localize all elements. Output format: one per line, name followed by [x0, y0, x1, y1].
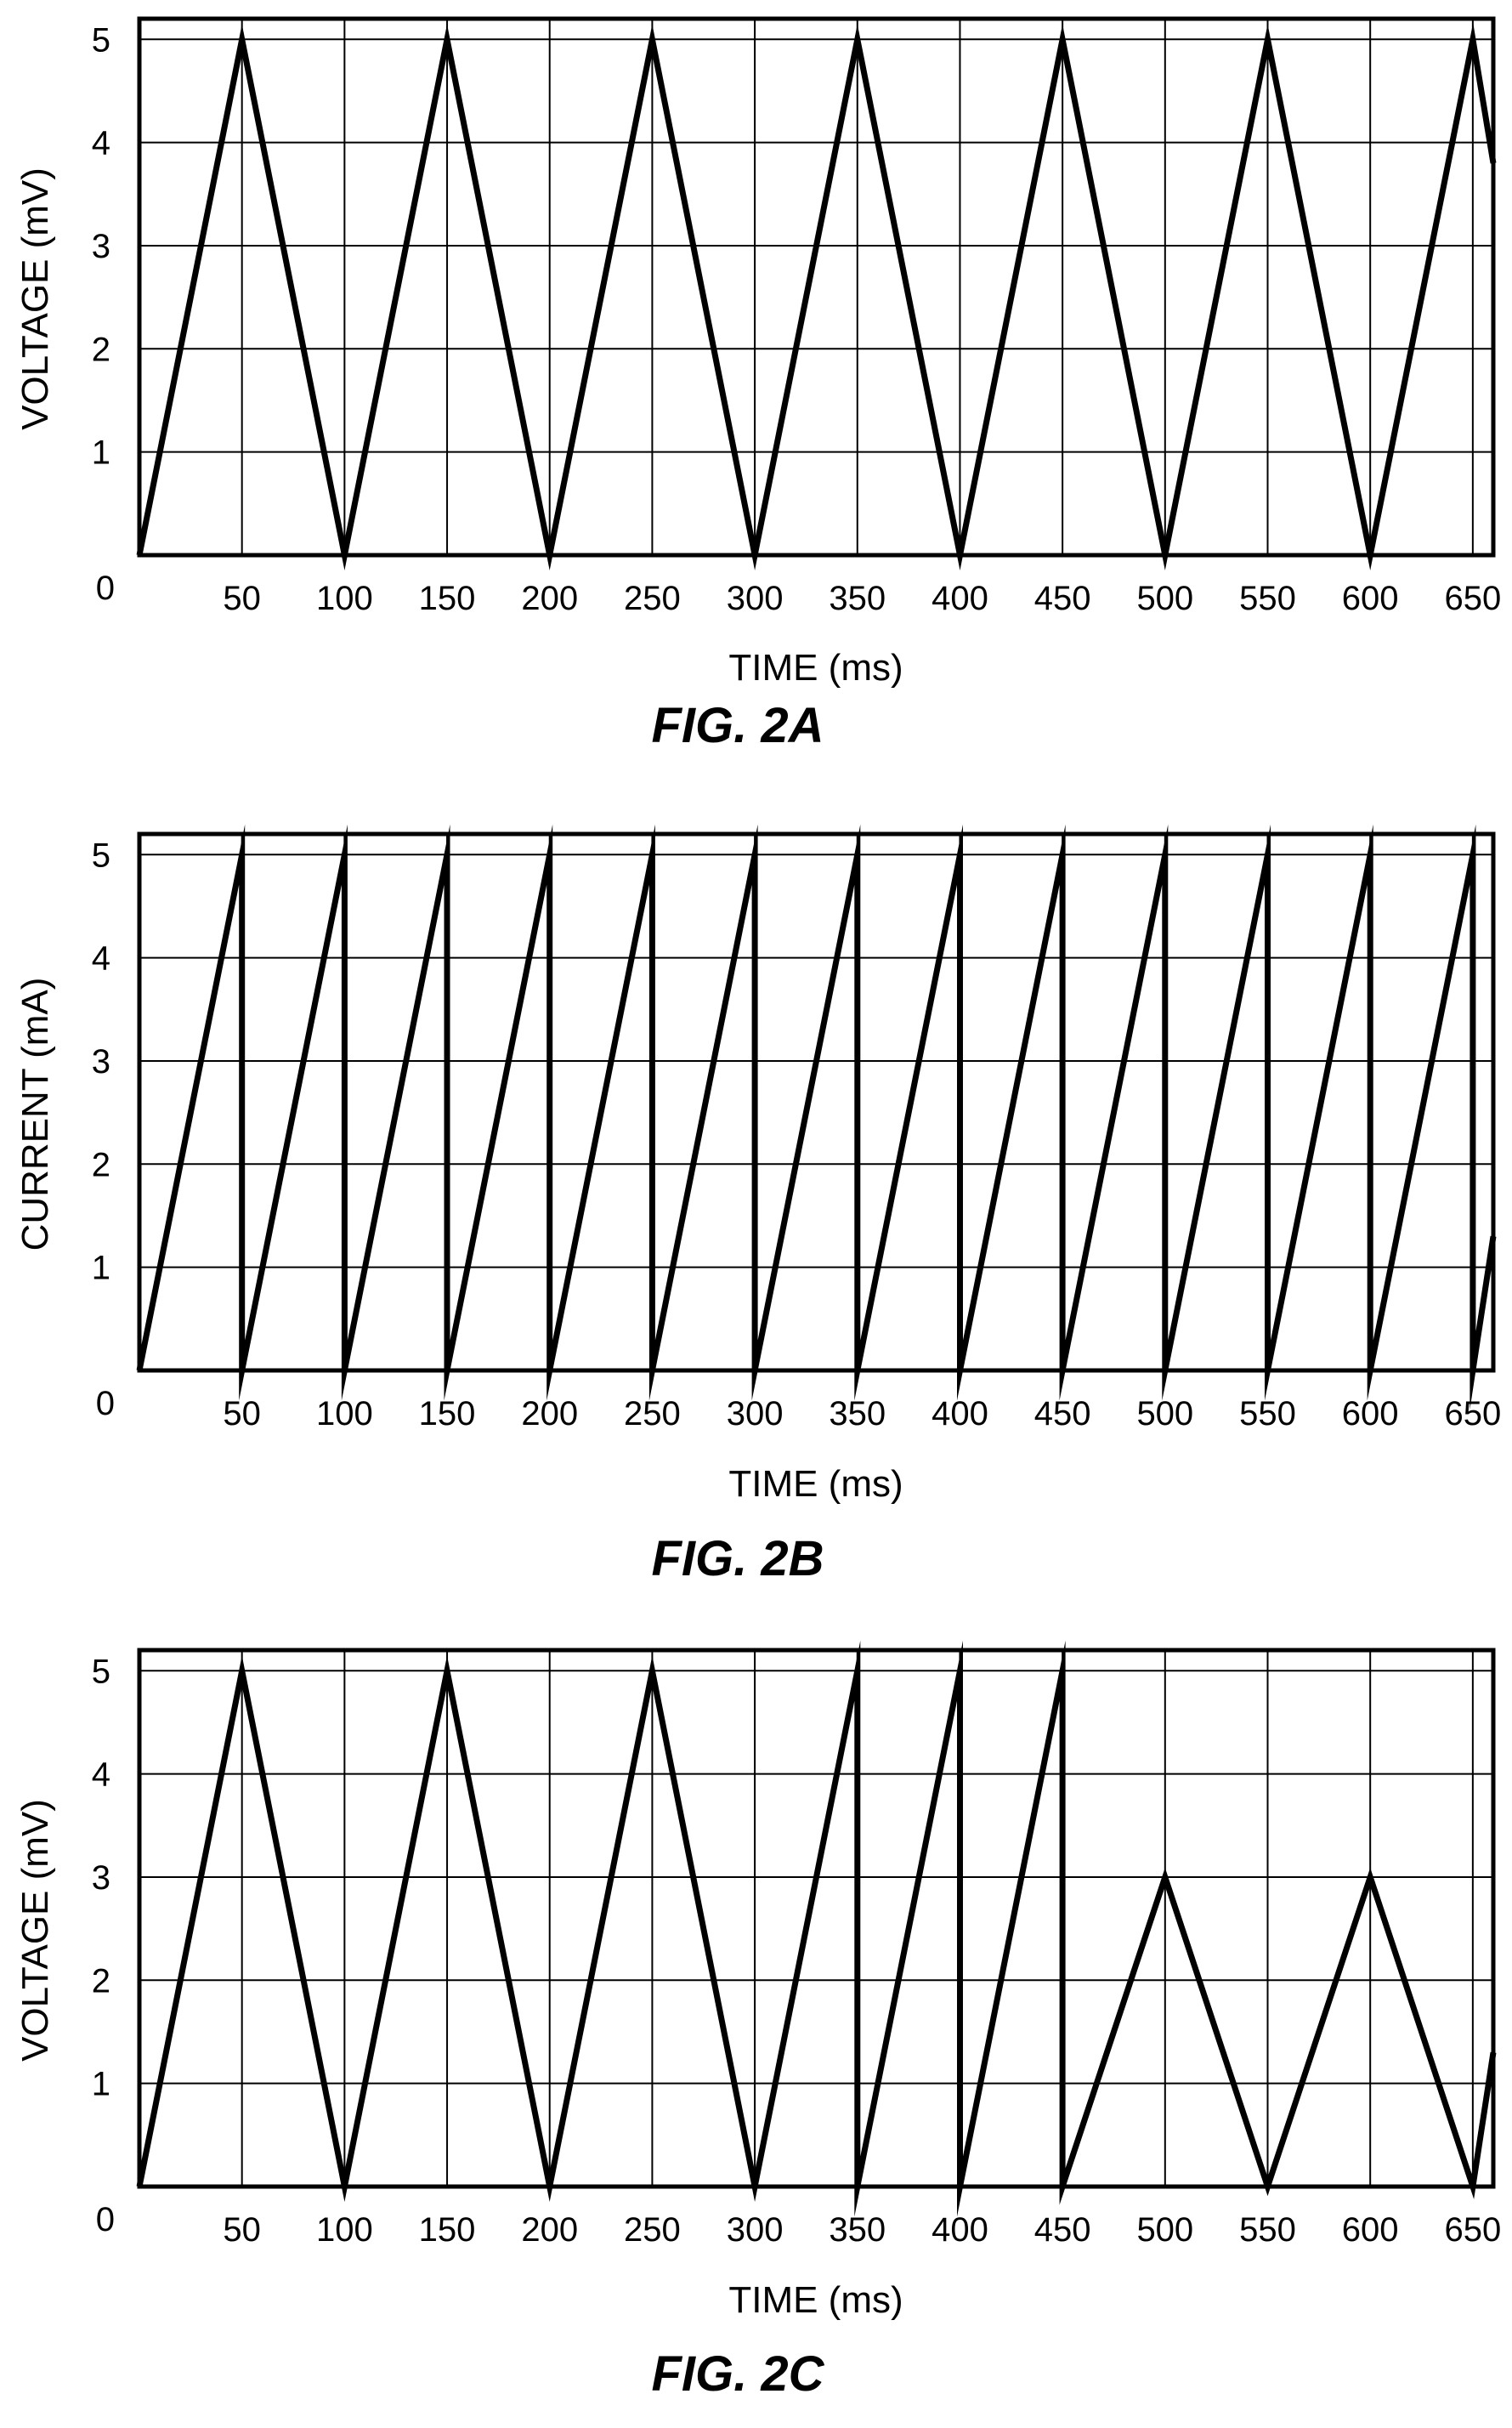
- origin-label: 0: [96, 1385, 115, 1422]
- x-tick-label: 250: [624, 1395, 681, 1432]
- y-tick-label: 3: [92, 228, 110, 265]
- series-line: [136, 1640, 1497, 2217]
- x-tick-label: 550: [1239, 580, 1296, 617]
- x-tick-label: 550: [1239, 1395, 1296, 1432]
- x-tick-label: 100: [316, 2211, 373, 2249]
- x-tick-label: 500: [1136, 2211, 1193, 2249]
- x-tick-label: 100: [316, 580, 373, 617]
- y-tick-label: 2: [92, 1146, 110, 1183]
- x-tick-label: 50: [223, 580, 261, 617]
- y-tick-label: 4: [92, 125, 110, 162]
- y-tick-label: 5: [92, 1653, 110, 1690]
- x-tick-label: 650: [1444, 1395, 1501, 1432]
- x-tick-label: 50: [223, 1395, 261, 1432]
- figure-caption: FIG. 2A: [651, 698, 824, 753]
- y-tick-label: 1: [92, 434, 110, 472]
- x-axis-title: TIME (ms): [728, 647, 903, 689]
- plot-frame: [137, 16, 1496, 558]
- y-axis-title: CURRENT (mA): [14, 978, 56, 1251]
- x-tick-label: 400: [932, 1395, 988, 1432]
- origin-label: 0: [96, 570, 115, 607]
- x-tick-label: 150: [419, 1395, 476, 1432]
- x-tick-label: 450: [1034, 2211, 1091, 2249]
- x-tick-label: 350: [829, 580, 886, 617]
- y-tick-label: 2: [92, 1962, 110, 2000]
- x-tick-label: 150: [419, 2211, 476, 2249]
- y-tick-label: 4: [92, 940, 110, 978]
- series-line: [136, 824, 1497, 1410]
- x-tick-label: 350: [829, 2211, 886, 2249]
- y-tick-label: 3: [92, 1859, 110, 1897]
- x-tick-label: 650: [1444, 2211, 1501, 2249]
- series-line: [136, 22, 1497, 570]
- y-tick-label: 3: [92, 1043, 110, 1081]
- y-tick-label: 1: [92, 2066, 110, 2103]
- y-tick-label: 1: [92, 1250, 110, 1287]
- y-axis-title: VOLTAGE (mV): [14, 1799, 56, 2062]
- chart-panel-b: 50 100 150 200 250 300 350 400 450 500 550 600 65012…: [14, 824, 1501, 1586]
- x-tick-label: 150: [419, 580, 476, 617]
- x-tick-label: 300: [727, 580, 784, 617]
- origin-label: 0: [96, 2201, 115, 2238]
- x-tick-label: 100: [316, 1395, 373, 1432]
- x-tick-label: 250: [624, 2211, 681, 2249]
- x-tick-label: 200: [521, 580, 578, 617]
- x-tick-label: 600: [1342, 1395, 1399, 1432]
- x-tick-label: 450: [1034, 580, 1091, 617]
- y-tick-label: 5: [92, 21, 110, 59]
- x-axis-title: TIME (ms): [728, 1463, 903, 1505]
- x-tick-label: 300: [727, 1395, 784, 1432]
- figure-caption: FIG. 2C: [651, 2346, 824, 2402]
- x-axis-title: TIME (ms): [728, 2279, 903, 2321]
- y-axis-title: VOLTAGE (mV): [14, 167, 56, 430]
- y-tick-label: 4: [92, 1756, 110, 1794]
- x-tick-label: 550: [1239, 2211, 1296, 2249]
- x-tick-label: 50: [223, 2211, 261, 2249]
- chart-panel-a: 50 100 150 200 250 300 350 400 450 500 550 600 65012…: [14, 16, 1501, 753]
- figure-caption: FIG. 2B: [651, 1531, 824, 1586]
- y-tick-label: 5: [92, 837, 110, 874]
- x-tick-label: 200: [521, 2211, 578, 2249]
- chart-panel-c: 50 100 150 200 250 300 350 400 450 500 550 600 65012…: [14, 1640, 1501, 2402]
- x-tick-label: 400: [932, 580, 988, 617]
- x-tick-label: 500: [1136, 1395, 1193, 1432]
- x-tick-label: 650: [1444, 580, 1501, 617]
- plot-frame: [137, 831, 1496, 1373]
- x-tick-label: 500: [1136, 580, 1193, 617]
- x-tick-label: 450: [1034, 1395, 1091, 1432]
- y-tick-label: 2: [92, 331, 110, 368]
- x-tick-label: 300: [727, 2211, 784, 2249]
- x-tick-label: 250: [624, 580, 681, 617]
- x-tick-label: 200: [521, 1395, 578, 1432]
- x-tick-label: 600: [1342, 2211, 1399, 2249]
- plot-frame: [137, 1648, 1496, 2189]
- x-tick-label: 400: [932, 2211, 988, 2249]
- x-tick-label: 600: [1342, 580, 1399, 617]
- x-tick-label: 350: [829, 1395, 886, 1432]
